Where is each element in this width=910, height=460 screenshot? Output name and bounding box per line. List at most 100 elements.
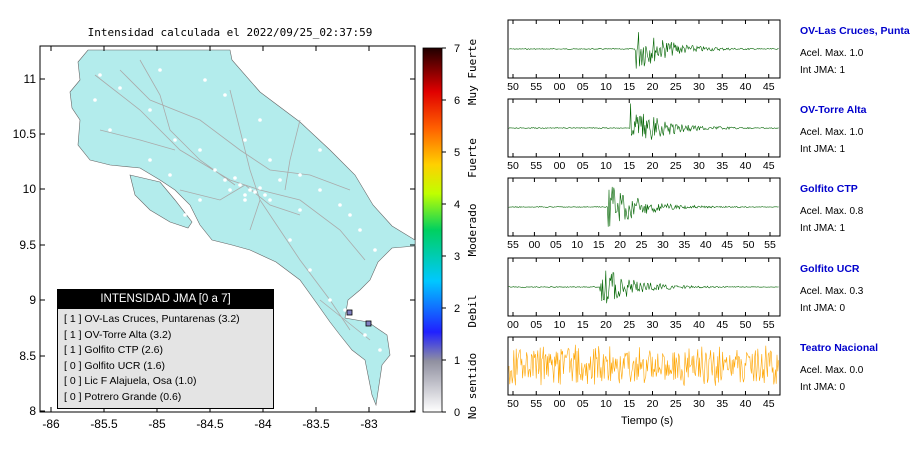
time-tick-label: 05 <box>577 398 589 410</box>
time-tick-label: 55 <box>530 398 542 410</box>
station-dot <box>93 98 97 102</box>
station-accel: Acel. Max. 1.0 <box>800 48 864 59</box>
colorbar-labels: No sentido Debil Moderado Fuerte Muy Fuerte <box>466 39 479 419</box>
station-dot <box>128 188 132 192</box>
time-tick-label: 40 <box>740 81 752 93</box>
station-marker <box>346 309 353 316</box>
time-tick-label: 40 <box>740 160 752 172</box>
station-accel: Acel. Max. 1.0 <box>800 127 864 138</box>
map-y-axis: 11 10.5 10 9.5 9 8.5 8 <box>13 72 415 418</box>
time-tick-label: 45 <box>716 319 728 331</box>
time-tick-label: 25 <box>636 239 648 251</box>
time-ticks: 50 55 00 05 10 15 20 25 30 35 40 45 <box>507 99 775 172</box>
legend-item: [ 0 ] Potrero Grande (0.6) <box>64 390 182 403</box>
station-marker <box>365 320 372 327</box>
time-ticks: 00 05 10 15 20 25 30 35 40 45 50 55 <box>507 258 775 331</box>
station-dot <box>318 188 322 192</box>
x-tick-label: -85 <box>148 417 166 431</box>
time-tick-label: 55 <box>764 239 776 251</box>
time-tick-label: 35 <box>716 398 728 410</box>
legend-item: [ 1 ] OV-Torre Alta (3.2) <box>64 328 172 341</box>
time-tick-label: 15 <box>623 398 635 410</box>
station-name: Teatro Nacional <box>800 342 878 354</box>
colorbar-tick-label: 5 <box>454 147 460 159</box>
station-dot <box>203 78 207 82</box>
y-tick-label: 11 <box>24 72 37 86</box>
time-tick-label: 10 <box>600 398 612 410</box>
colorbar-tick-label: 4 <box>454 199 460 211</box>
time-tick-label: 00 <box>554 398 566 410</box>
time-tick-label: 15 <box>593 239 605 251</box>
x-tick-label: -85.5 <box>90 417 118 431</box>
time-tick-label: 30 <box>647 319 659 331</box>
time-tick-label: 25 <box>623 319 635 331</box>
colorbar-category-label: Muy Fuerte <box>466 39 479 105</box>
station-dot <box>373 248 377 252</box>
waveform-trace <box>508 344 779 386</box>
station-dot <box>258 118 262 122</box>
time-tick-label: 00 <box>554 81 566 93</box>
time-tick-label: 40 <box>693 319 705 331</box>
seismogram-panel: 50 55 00 05 10 15 20 25 30 35 40 45 <box>507 19 781 93</box>
station-dot <box>278 178 282 182</box>
time-tick-label: 30 <box>693 398 705 410</box>
colorbar-ticks: 0 1 2 3 4 5 6 7 <box>442 43 460 419</box>
colorbar-category-label: Moderado <box>466 204 479 257</box>
station-dot <box>378 348 382 352</box>
station-name: OV-Las Cruces, Puntar <box>800 25 910 37</box>
time-tick-label: 10 <box>571 239 583 251</box>
station-dot <box>328 298 332 302</box>
legend-item: [ 1 ] Golfito CTP (2.6) <box>64 344 164 356</box>
station-dot <box>108 128 112 132</box>
time-tick-label: 35 <box>678 239 690 251</box>
waveform-trace <box>508 270 779 304</box>
time-axis-label: Tiempo (s) <box>621 415 674 427</box>
time-tick-label: 10 <box>600 81 612 93</box>
time-tick-label: 10 <box>600 160 612 172</box>
legend-item: [ 0 ] Lic F Alajuela, Osa (1.0) <box>64 375 197 387</box>
time-tick-label: 45 <box>721 239 733 251</box>
time-tick-label: 35 <box>716 81 728 93</box>
station-dot <box>228 188 232 192</box>
station-dot <box>253 190 257 194</box>
time-tick-label: 25 <box>670 398 682 410</box>
station-dot <box>183 213 187 217</box>
station-name: Golfito CTP <box>800 183 858 195</box>
seismogram-panel: 00 05 10 15 20 25 30 35 40 45 50 55 <box>507 257 781 331</box>
station-dot <box>258 186 262 190</box>
time-tick-label: 40 <box>740 398 752 410</box>
time-tick-label: 05 <box>530 319 542 331</box>
panel-frame <box>507 19 781 79</box>
y-tick-label: 10 <box>23 182 37 196</box>
time-tick-label: 55 <box>530 160 542 172</box>
y-tick-label: 8.5 <box>19 349 36 363</box>
station-dot <box>148 158 152 162</box>
time-tick-label: 15 <box>623 160 635 172</box>
legend-title: INTENSIDAD JMA [0 a 7] <box>58 290 273 309</box>
colorbar-tick-label: 3 <box>454 251 460 263</box>
time-tick-label: 50 <box>740 319 752 331</box>
seismogram-panels: 50 55 00 05 10 15 20 25 30 35 40 45 50 55 00 05 10 15 20 25… <box>507 19 781 410</box>
station-jma: Int JMA: 1 <box>800 223 846 234</box>
station-dot <box>198 198 202 202</box>
time-tick-label: 50 <box>507 160 519 172</box>
station-jma: Int JMA: 0 <box>800 382 846 393</box>
x-tick-label: -83 <box>360 417 378 431</box>
station-dot <box>233 176 237 180</box>
station-dot <box>288 238 292 242</box>
station-dot <box>348 213 352 217</box>
land-shape <box>69 49 416 407</box>
seismogram-panel: 50 55 00 05 10 15 20 25 30 35 40 45 <box>507 98 781 172</box>
colorbar-tick-label: 1 <box>454 355 460 367</box>
station-name: OV-Torre Alta <box>800 104 867 116</box>
time-tick-label: 30 <box>657 239 669 251</box>
time-tick-label: 45 <box>763 160 775 172</box>
time-tick-label: 40 <box>700 239 712 251</box>
time-ticks: 50 55 00 05 10 15 20 25 30 35 40 45 <box>507 20 775 93</box>
waveform-trace <box>509 32 779 69</box>
station-dot <box>158 68 162 72</box>
y-tick-label: 10.5 <box>13 127 37 141</box>
station-dot <box>298 208 302 212</box>
colorbar-category-label: No sentido <box>466 353 479 419</box>
time-tick-label: 05 <box>577 160 589 172</box>
